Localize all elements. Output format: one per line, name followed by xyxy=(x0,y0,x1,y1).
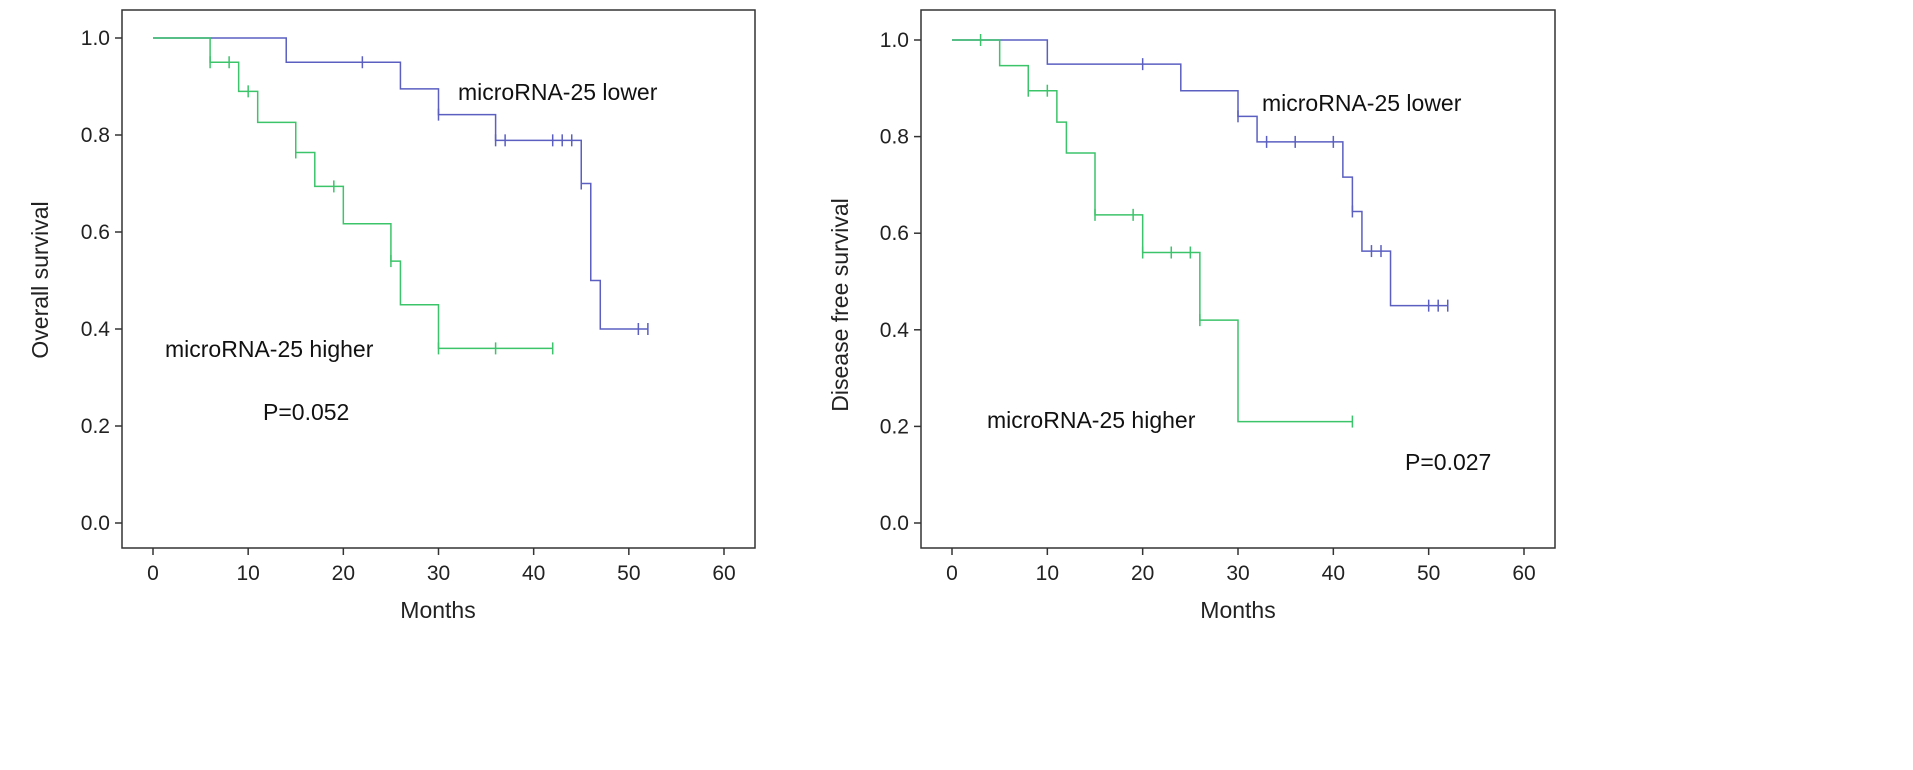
p-value-label: P=0.052 xyxy=(263,399,349,425)
x-tick-label: 60 xyxy=(712,562,735,585)
x-tick-label: 20 xyxy=(1131,562,1154,585)
x-axis-label: Months xyxy=(1200,597,1275,623)
survival-curve xyxy=(153,37,553,350)
x-tick-label: 40 xyxy=(1322,562,1345,585)
legend-label-lower: microRNA-25 lower xyxy=(1262,90,1462,116)
x-tick-label: 50 xyxy=(617,562,640,585)
legend-label-higher: microRNA-25 higher xyxy=(165,336,374,362)
legend-label-lower: microRNA-25 lower xyxy=(458,79,658,105)
x-tick-label: 0 xyxy=(946,562,958,585)
y-tick-label: 0.8 xyxy=(880,126,909,149)
x-tick-label: 50 xyxy=(1417,562,1440,585)
disease-free-survival-panel: P=0.027 microRNA-25 lower microRNA-25 hi… xyxy=(827,9,1556,623)
legend-label-higher: microRNA-25 higher xyxy=(987,407,1196,433)
x-tick-label: 60 xyxy=(1512,562,1535,585)
y-tick-label: 1.0 xyxy=(880,29,909,52)
y-tick-label: 0.0 xyxy=(81,512,110,535)
y-tick-label: 1.0 xyxy=(81,27,110,50)
y-tick-label: 0.6 xyxy=(81,221,110,244)
x-tick-label: 10 xyxy=(1036,562,1059,585)
survival-curve xyxy=(952,39,1448,307)
y-tick-label: 0.4 xyxy=(880,319,910,342)
y-tick-label: 0.8 xyxy=(81,124,110,147)
y-axis-label: Overall survival xyxy=(27,201,53,358)
x-tick-label: 40 xyxy=(522,562,545,585)
x-tick-label: 10 xyxy=(236,562,259,585)
survival-curve xyxy=(952,39,1353,423)
x-tick-label: 0 xyxy=(147,562,159,585)
y-tick-label: 0.2 xyxy=(880,415,909,438)
x-axis-label: Months xyxy=(400,597,475,623)
x-tick-label: 30 xyxy=(1226,562,1249,585)
survival-curve xyxy=(153,37,648,330)
x-tick-label: 20 xyxy=(332,562,355,585)
y-tick-label: 0.6 xyxy=(880,222,909,245)
overall-survival-panel: P=0.052 microRNA-25 lower microRNA-25 hi… xyxy=(27,9,756,623)
y-tick-label: 0.4 xyxy=(81,318,111,341)
p-value-label: P=0.027 xyxy=(1405,449,1491,475)
y-tick-label: 0.0 xyxy=(880,512,909,535)
y-axis-label: Disease free survival xyxy=(827,198,853,411)
y-tick-label: 0.2 xyxy=(81,415,110,438)
x-tick-label: 30 xyxy=(427,562,450,585)
